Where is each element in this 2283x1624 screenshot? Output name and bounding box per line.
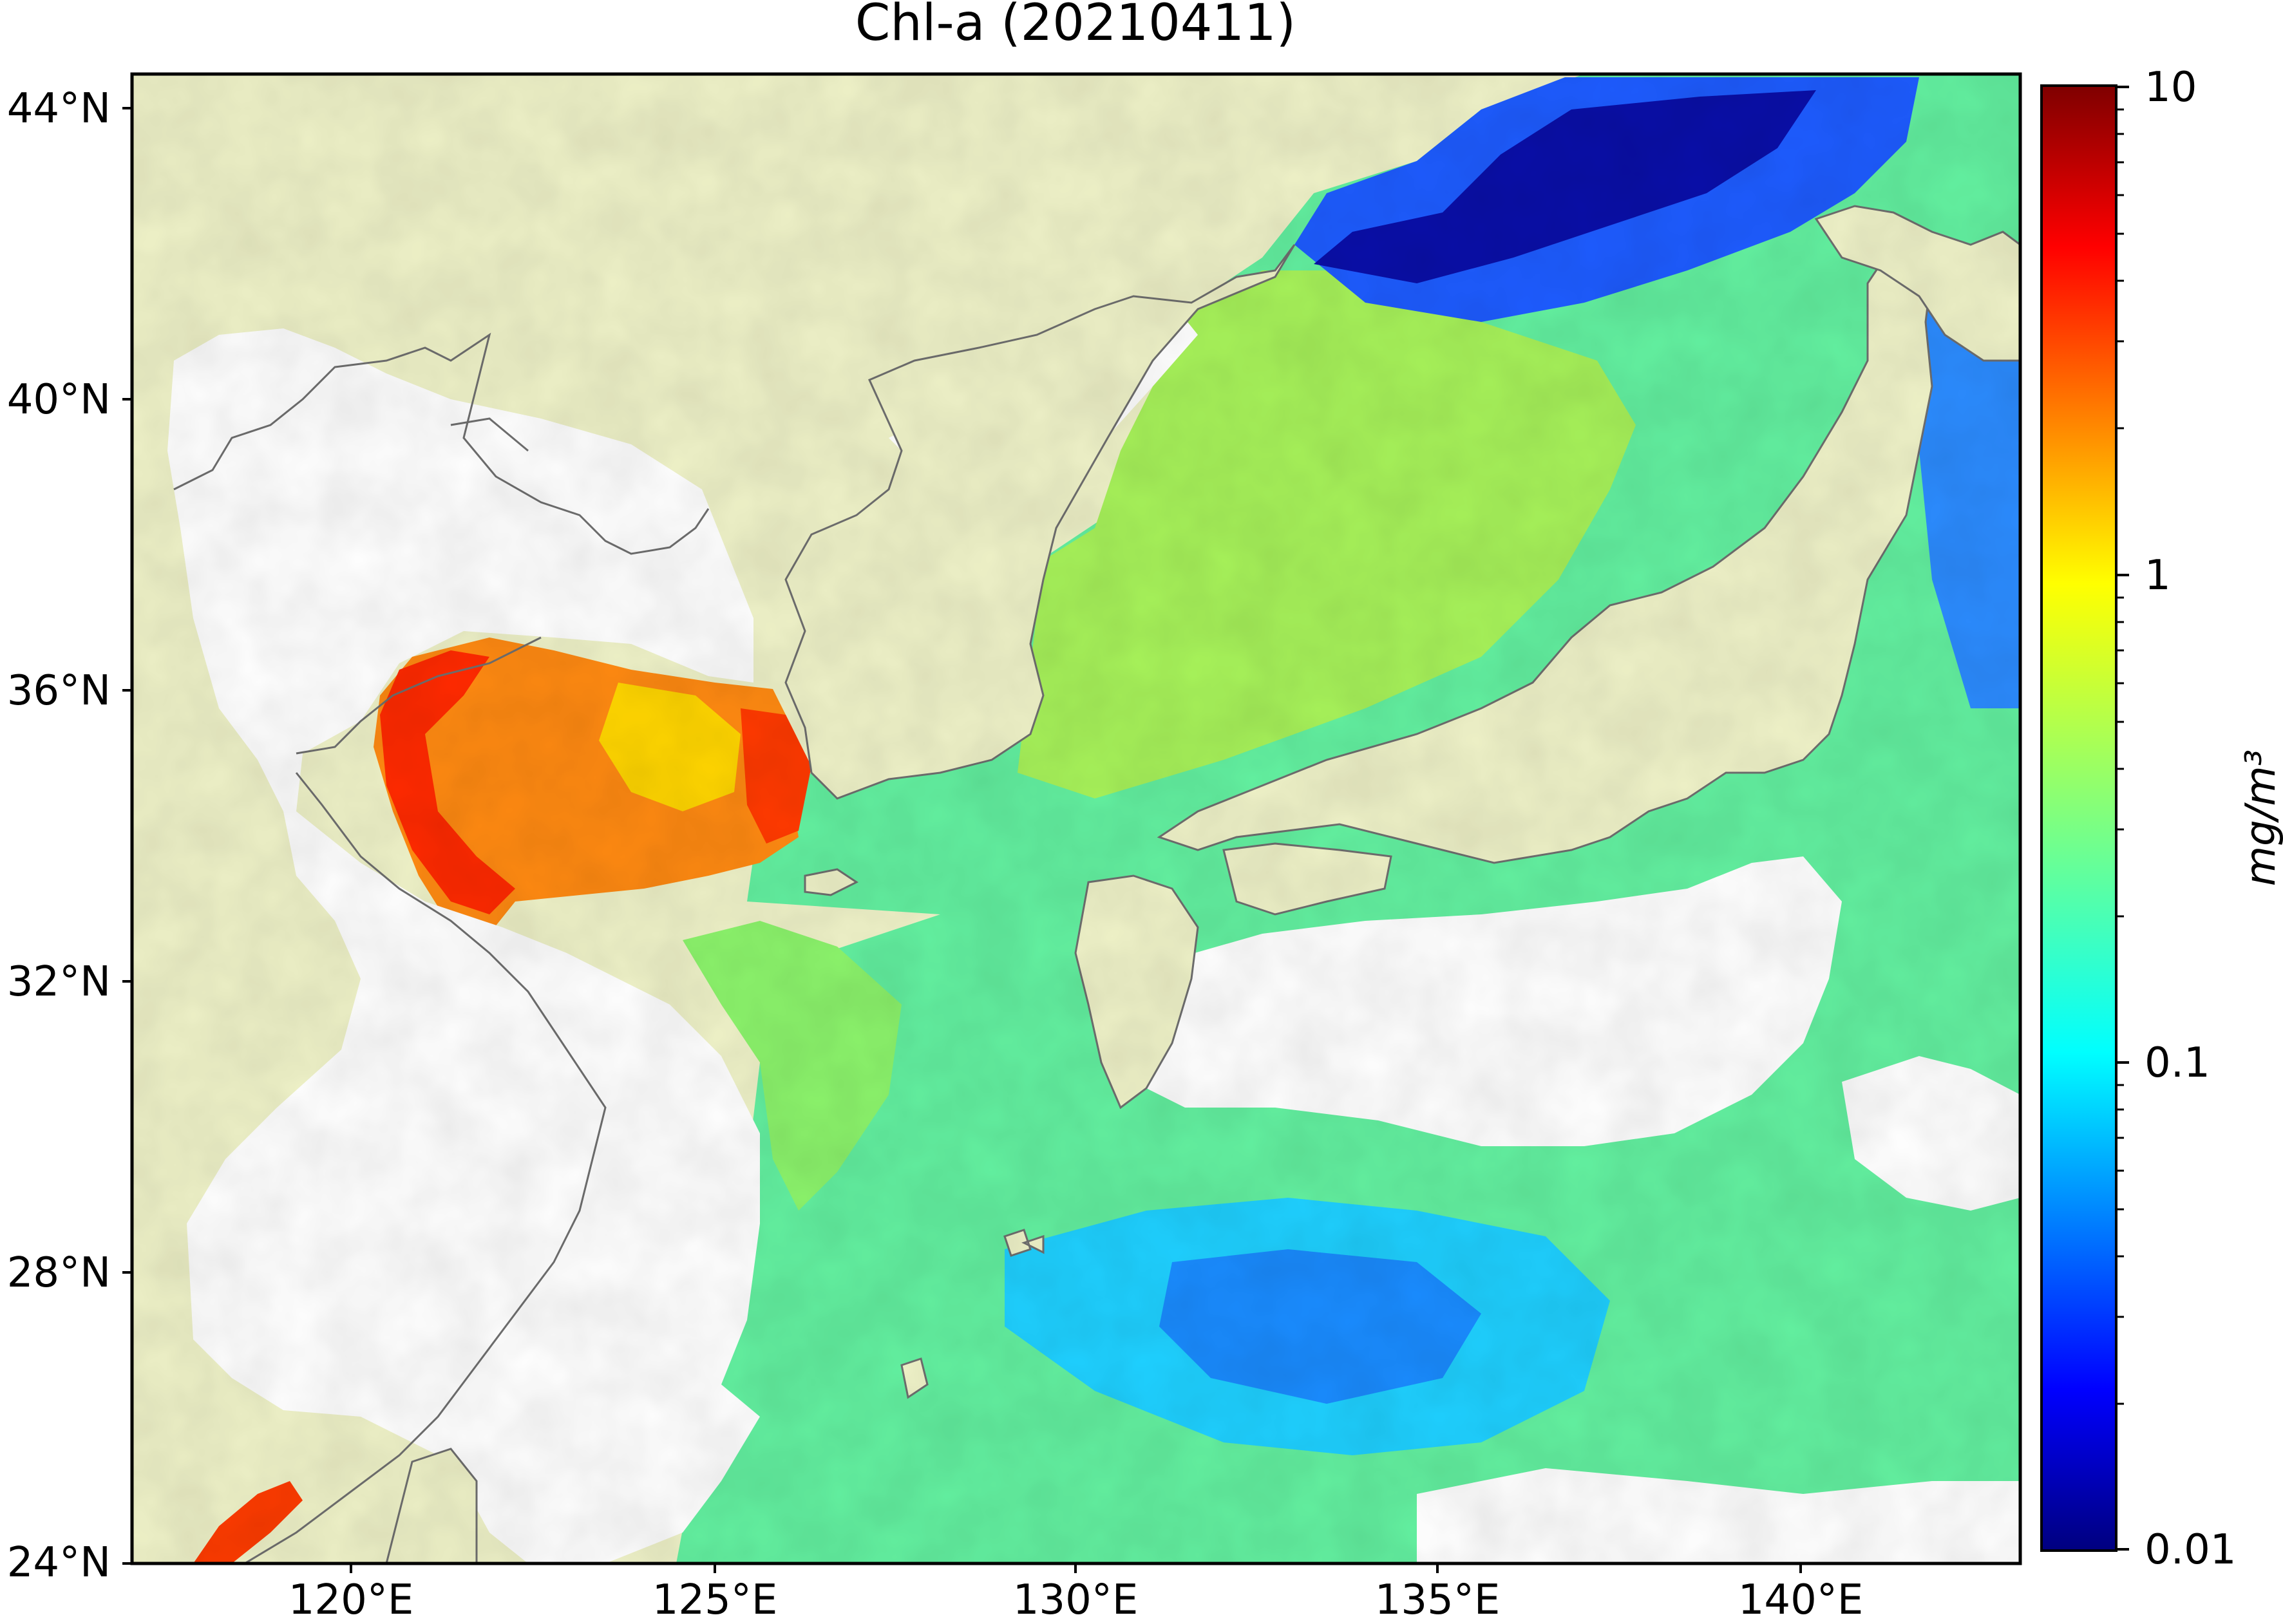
lon-label-135: 135°E (1375, 1576, 1501, 1624)
colorbar: 10 1 0.1 0.01 mg/m³ (2040, 64, 2283, 1574)
map-panel (132, 74, 2020, 1563)
longitude-labels: 120°E 125°E 130°E 135°E 140°E (289, 1576, 1864, 1624)
colorbar-gradient (2041, 86, 2116, 1551)
lon-label-120: 120°E (289, 1576, 414, 1624)
lat-label-40: 40°N (7, 376, 111, 424)
lon-label-140: 140°E (1738, 1576, 1864, 1624)
cbar-label-0.1: 0.1 (2145, 1039, 2210, 1087)
lon-label-125: 125°E (652, 1576, 778, 1624)
longitude-ticks (350, 1563, 1802, 1573)
lon-label-130: 130°E (1013, 1576, 1139, 1624)
lat-label-24: 24°N (7, 1539, 111, 1587)
ocean-texture (132, 74, 2020, 1563)
figure-title: Chl-a (20210411) (855, 0, 1296, 52)
lat-label-44: 44°N (7, 85, 111, 133)
colorbar-minor-ticks (2116, 108, 2124, 1405)
lat-label-32: 32°N (7, 958, 111, 1006)
lat-label-36: 36°N (7, 667, 111, 715)
colorbar-frame (2040, 84, 2117, 1552)
colorbar-major-ticks (2116, 86, 2129, 1551)
cbar-label-0.01: 0.01 (2145, 1526, 2237, 1574)
cbar-label-1: 1 (2145, 552, 2171, 600)
latitude-ticks (122, 107, 132, 1565)
cbar-label-10: 10 (2145, 64, 2197, 111)
colorbar-unit-label: mg/m³ (2237, 750, 2283, 887)
lat-label-28: 28°N (7, 1249, 111, 1297)
colorbar-tick-labels: 10 1 0.1 0.01 (2145, 64, 2237, 1574)
latitude-labels: 44°N 40°N 36°N 32°N 28°N 24°N (7, 85, 111, 1587)
